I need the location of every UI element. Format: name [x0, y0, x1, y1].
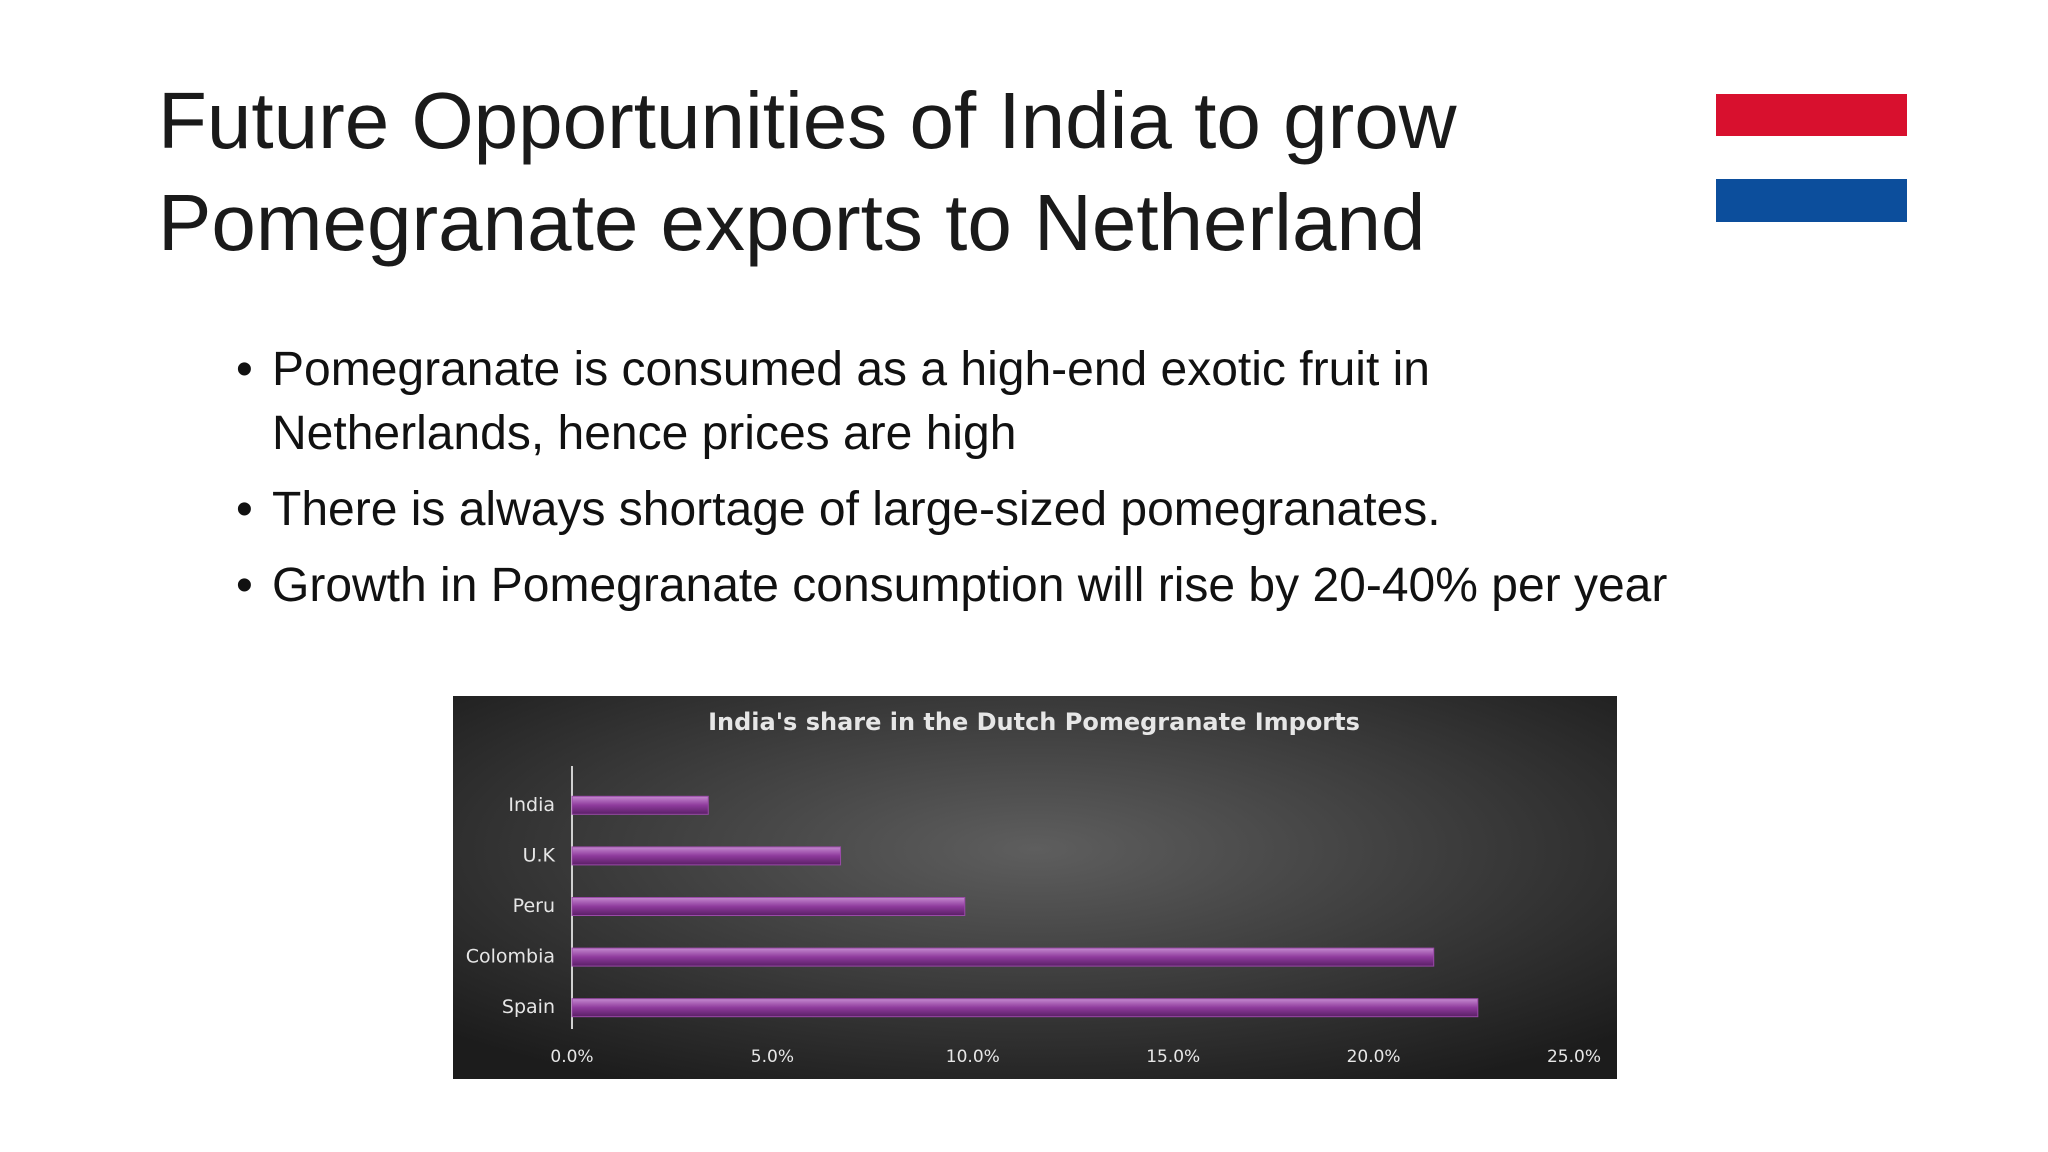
bullet: There is always shortage of large-sized … [236, 478, 1667, 542]
x-tick-label: 20.0% [1347, 1047, 1401, 1067]
flag-red-stripe [1716, 94, 1907, 136]
x-tick-label: 10.0% [946, 1047, 1000, 1067]
chart: India's share in the Dutch Pomegranate I… [453, 696, 1617, 1079]
x-tick-label: 5.0% [751, 1047, 794, 1067]
y-tick-label: Colombia [466, 946, 555, 968]
x-tick-label: 0.0% [550, 1047, 593, 1067]
bullet: Pomegranate is consumed as a high-end ex… [236, 338, 1652, 466]
bar [571, 795, 709, 815]
y-tick-label: U.K [523, 844, 556, 866]
y-tick-label: Peru [513, 895, 555, 917]
bullet: Growth in Pomegranate consumption will r… [236, 554, 1667, 618]
y-tick-label: India [508, 794, 555, 816]
chart-background [453, 696, 1617, 1079]
x-tick-label: 15.0% [1146, 1047, 1200, 1067]
flag-blue-stripe [1716, 179, 1907, 222]
y-tick-label: Spain [502, 996, 555, 1018]
slide-title: Future Opportunities of India to grow Po… [158, 76, 1457, 267]
bar [571, 897, 966, 916]
bullet-list: Pomegranate is consumed as a high-end ex… [236, 338, 1667, 630]
bar [571, 947, 1435, 967]
x-tick-label: 25.0% [1547, 1047, 1601, 1067]
bar [571, 998, 1479, 1018]
chart-title: India's share in the Dutch Pomegranate I… [708, 708, 1360, 736]
bar [571, 846, 842, 866]
